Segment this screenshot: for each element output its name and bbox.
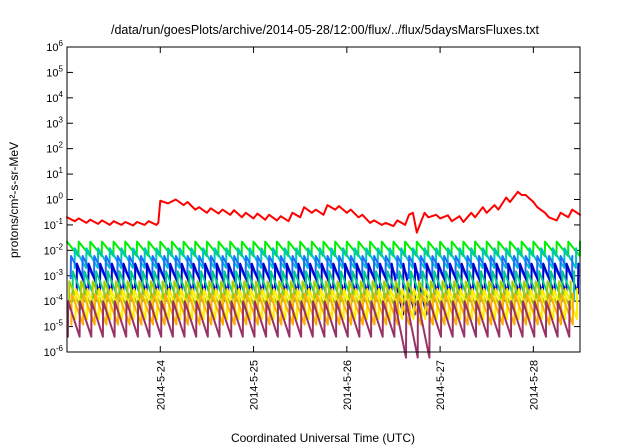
y-tick-label: 10-2 [44,242,64,257]
y-tick-exponent: 5 [59,64,64,73]
x-tick-label: 2014-5-25 [249,360,261,410]
y-tick-base: 10 [44,245,56,257]
y-tick-base: 10 [44,347,56,359]
y-tick-exponent: 1 [59,166,64,175]
y-tick-exponent: -2 [56,242,64,251]
y-tick-base: 10 [46,67,58,79]
y-tick-base: 10 [46,144,58,156]
y-tick-exponent: 3 [59,115,64,124]
series-line-5 [71,270,576,303]
y-tick-exponent: 2 [59,141,64,150]
chart-title: /data/run/goesPlots/archive/2014-05-28/1… [111,23,540,37]
y-tick-label: 10-4 [44,293,64,308]
series-line-9 [66,300,571,359]
y-tick-base: 10 [44,220,56,232]
x-tick-label: 2014-5-26 [342,360,354,410]
series-line-2 [73,247,578,270]
y-tick-exponent: -1 [56,217,64,226]
y-tick-exponent: -5 [56,319,64,328]
y-tick-label: 10-3 [44,268,64,283]
y-tick-label: 102 [46,141,63,156]
y-tick-base: 10 [46,169,58,181]
y-tick-base: 10 [44,271,56,283]
y-tick-exponent: -6 [56,344,64,353]
y-tick-base: 10 [44,296,56,308]
y-axis-label: protons/cm²-s-sr-MeV [7,142,21,258]
y-tick-label: 103 [46,115,63,130]
y-tick-label: 100 [46,192,63,207]
x-tick-label: 2014-5-27 [435,360,447,410]
y-tick-exponent: 0 [59,192,64,201]
y-tick-exponent: -4 [56,293,64,302]
x-axis-label: Coordinated Universal Time (UTC) [231,431,415,445]
y-tick-base: 10 [46,118,58,130]
y-tick-exponent: 6 [59,39,64,48]
y-tick-label: 10-5 [44,319,64,334]
y-tick-exponent: 4 [59,90,64,99]
y-tick-base: 10 [46,93,58,105]
y-tick-base: 10 [46,195,58,207]
y-tick-label: 10-6 [44,344,64,359]
y-tick-label: 101 [46,166,63,181]
series-layer [66,190,581,359]
y-tick-label: 10-1 [44,217,64,232]
x-axis: 2014-5-24 2014-5-25 2014-5-26 2014-5-27 2014… [155,47,540,410]
y-axis: 10-610-510-410-310-210-11001011021031041… [44,39,580,359]
y-tick-base: 10 [46,42,58,54]
y-tick-label: 104 [46,90,63,105]
plot-frame [66,46,581,353]
y-tick-label: 106 [46,39,63,54]
y-tick-label: 105 [46,64,63,79]
y-tick-base: 10 [44,322,56,334]
series-line-0 [66,190,581,234]
x-tick-label: 2014-5-28 [528,360,540,410]
x-tick-label: 2014-5-24 [155,360,167,410]
series-line-4 [75,262,580,316]
y-tick-exponent: -3 [56,268,64,277]
